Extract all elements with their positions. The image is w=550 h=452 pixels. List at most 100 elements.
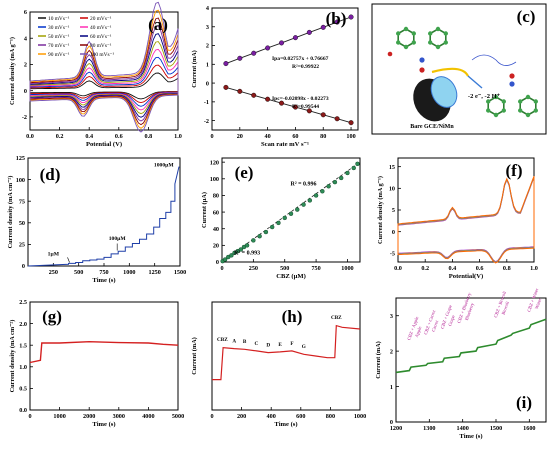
panel-i-label: (i) <box>516 393 532 412</box>
panel-b-fit-line-Ipc <box>225 86 352 124</box>
panel-e-point <box>313 193 319 198</box>
panel-a: 0.0 0.2 0.4 0.6 0.8 1.0 -2 0 2 4 6 Potential (V) Cur… <box>9 1 182 148</box>
panel-b-point-Ipc <box>306 108 312 114</box>
panel-b-point-Ipa <box>320 24 326 30</box>
panel-g-label: (g) <box>42 307 62 326</box>
panel-i-xlabel: Time (s) <box>459 433 482 440</box>
panel-c-molecule-ring <box>397 28 415 48</box>
panel-e-ylabel: Current (µA) <box>201 192 208 228</box>
panel-e-point <box>355 161 360 167</box>
panel-c-arrow <box>431 67 469 77</box>
panel-b: 0 20 40 60 80 100 -2 -1 0 1 2 3 4 Scan rate mV s⁻¹ Cur… <box>191 5 359 148</box>
panel-e-annotation: R² = 0.993 <box>234 251 260 257</box>
panel-b-ytick-label: 3 <box>206 24 209 31</box>
panel-h-annotation: F <box>290 341 293 347</box>
panel-d-ylabel: Current density (mA cm⁻²) <box>7 176 14 249</box>
panel-h-xlabel: Time (s) <box>274 421 297 428</box>
panel-d-ytick-label: 50 <box>19 220 25 227</box>
panel-a-ytick-label: 0 <box>24 88 27 95</box>
panel-i-xtick-label: 1600 <box>523 425 535 432</box>
panel-f-ytick-label: 0 <box>392 229 395 236</box>
panel-b-xtick-label: 40 <box>265 133 271 140</box>
panel-c-atom <box>443 31 448 36</box>
panel-g-frame <box>29 301 179 411</box>
panel-b-ytick-label: -1 <box>204 99 209 106</box>
panel-b-xtick-label: 0 <box>210 133 213 140</box>
panel-e-point <box>251 238 256 243</box>
panel-e-xtick-label: 500 <box>280 265 289 272</box>
panel-a-legend-label: 20 mVs⁻¹ <box>90 16 112 22</box>
panel-i-xtick-label: 1500 <box>490 425 502 432</box>
panel-b-point-Ipc <box>334 116 340 122</box>
panel-d-xtick-label: 1250 <box>148 269 160 276</box>
panel-i: 1200 1300 1400 1500 1600 0 1 2 3 Time (s) Current … <box>375 287 547 440</box>
panel-a-xtick-label: 0.8 <box>145 133 153 140</box>
panel-d-xtick-label: 250 <box>49 269 58 276</box>
panel-e-point <box>326 184 331 189</box>
panel-d-ytick-label: 125 <box>16 155 25 162</box>
panel-b-point-Ipa <box>334 19 340 25</box>
panel-e-xlabel: CBZ (µM) <box>276 273 306 280</box>
panel-g-xtick-label: 1000 <box>53 413 65 420</box>
panel-d-annotation: 100µM <box>109 236 127 242</box>
panel-b-point-Ipc <box>292 104 298 110</box>
panel-b-ytick-label: 0 <box>206 80 209 87</box>
panel-c-molecule-ring <box>429 28 447 48</box>
panel-h-annotation: D <box>266 343 270 349</box>
panel-e-point <box>301 202 306 207</box>
panel-e-point <box>238 247 244 252</box>
panel-d-xtick-label: 1000 <box>123 269 135 276</box>
panel-h-annotation: B <box>243 339 247 345</box>
panel-f-xtick-label: 0.8 <box>503 265 511 272</box>
panel-e-point <box>244 243 250 248</box>
panel-a-ylabel: Current density (mA g⁻¹) <box>9 37 16 105</box>
panel-b-point-Ipc <box>320 112 326 118</box>
panel-h-label: (h) <box>282 307 303 326</box>
panel-b-ylabel: Current (mA) <box>191 50 198 87</box>
panel-b-xtick-label: 60 <box>292 133 298 140</box>
panel-g-xtick-label: 2000 <box>83 413 95 420</box>
panel-h-xtick-label: 1000 <box>354 413 366 420</box>
panel-c-arrow <box>467 75 483 89</box>
panel-c-atom <box>525 94 531 100</box>
panel-f-ylabel: Current density (mA g⁻¹) <box>377 176 384 244</box>
panel-a-label: (a) <box>148 15 168 34</box>
panel-e-xtick-label: 250 <box>249 265 258 272</box>
panel-a-legend-label: 50 mVs⁻¹ <box>48 34 70 40</box>
panel-e-point <box>263 229 269 235</box>
panel-g-xtick-label: 0 <box>28 413 31 420</box>
panel-g-xtick-label: 4000 <box>142 413 154 420</box>
panel-b-xtick-label: 80 <box>320 133 326 140</box>
panel-a-legend-label: 30 mVs⁻¹ <box>48 25 70 31</box>
panel-c-atom <box>501 108 506 113</box>
panel-g-xtick-label: 5000 <box>172 413 184 420</box>
panel-i-xtick-label: 1400 <box>456 425 468 432</box>
panel-c: -2 e⁻, -2 H⁺ Bare GCE/NiMn (c) <box>371 3 547 135</box>
panel-c-atom <box>411 40 416 45</box>
panel-c-atom-o <box>387 51 393 57</box>
panel-c-atom <box>396 40 401 45</box>
panel-c-atom <box>493 112 499 118</box>
panel-c-wave <box>471 54 517 66</box>
panel-d-trace <box>27 166 180 267</box>
panel-e-frame <box>221 157 361 263</box>
panel-e-point <box>276 220 281 226</box>
panel-b-point-Ipa <box>306 29 312 35</box>
panel-b-point-Ipc <box>279 100 285 106</box>
panel-i-annotation: Apple <box>414 326 423 338</box>
panel-c-atom <box>493 94 499 100</box>
panel-c-label: (c) <box>517 7 536 26</box>
panel-f-label: (f) <box>506 161 523 180</box>
panel-f-xtick-label: 1.0 <box>530 265 538 272</box>
panel-e-point <box>222 257 228 262</box>
panel-i-xtick-label: 1300 <box>423 425 435 432</box>
panel-a-cv-curve-100 <box>29 1 179 133</box>
panel-h-frame <box>211 301 361 411</box>
panel-b-ytick-label: 1 <box>206 62 209 69</box>
panel-c-atom <box>403 44 409 50</box>
panel-g-ytick-label: 2.0 <box>19 321 27 328</box>
panel-d-ytick-label: 25 <box>19 242 25 249</box>
panel-g-ytick-label: 2.5 <box>19 299 27 306</box>
panel-h-xtick-label: 800 <box>326 413 335 420</box>
